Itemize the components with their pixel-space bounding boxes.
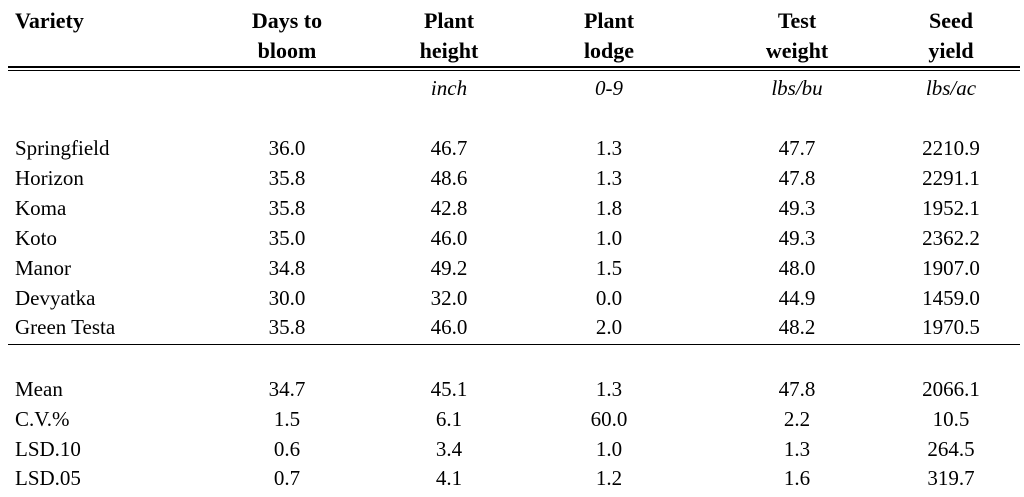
column-header-seed_yield: Seed: [929, 8, 973, 33]
column-unit-plant_lodge: 0-9: [595, 76, 623, 100]
column-unit-seed_yield: lbs/ac: [925, 76, 977, 100]
variety-row-cell-seed_yield: 1459.0: [922, 286, 980, 310]
variety-row-label: Koma: [15, 196, 67, 220]
variety-row-label: Horizon: [15, 166, 84, 190]
statistic-row-cell-plant_height: 4.1: [435, 466, 463, 490]
statistic-row-cell-test_weight: 2.2: [783, 407, 811, 431]
column-unit-plant_height: inch: [430, 76, 468, 100]
statistic-row-cell-days_to_bloom: 0.6: [273, 437, 301, 461]
variety-row-cell-test_weight: 48.2: [778, 315, 816, 339]
variety-row-cell-seed_yield: 1952.1: [922, 196, 980, 220]
statistic-row-cell-test_weight: 1.6: [783, 466, 811, 490]
variety-row-label: Springfield: [15, 136, 110, 160]
variety-row-cell-plant_lodge: 2.0: [595, 315, 623, 339]
variety-row-cell-plant_lodge: 1.0: [595, 226, 623, 250]
variety-row-label: Devyatka: [15, 286, 96, 310]
statistic-row-cell-days_to_bloom: 0.7: [273, 466, 301, 490]
statistic-row-cell-plant_lodge: 1.0: [595, 437, 623, 461]
variety-row-cell-seed_yield: 1907.0: [922, 256, 980, 280]
variety-row-label: Green Testa: [15, 315, 116, 339]
variety-row-cell-days_to_bloom: 35.8: [268, 315, 306, 339]
variety-row-cell-plant_lodge: 1.8: [595, 196, 623, 220]
statistic-row-cell-plant_height: 3.4: [435, 437, 463, 461]
variety-row-cell-test_weight: 44.9: [778, 286, 816, 310]
variety-row-cell-seed_yield: 2291.1: [922, 166, 980, 190]
variety-row-cell-plant_lodge: 0.0: [595, 286, 623, 310]
variety-row-cell-plant_height: 32.0: [430, 286, 468, 310]
variety-row-cell-test_weight: 49.3: [778, 196, 816, 220]
statistic-row-label: LSD.05: [15, 466, 81, 490]
variety-row-cell-plant_lodge: 1.5: [595, 256, 623, 280]
statistic-row-cell-seed_yield: 10.5: [932, 407, 970, 431]
variety-row-cell-days_to_bloom: 30.0: [268, 286, 306, 310]
variety-row-cell-days_to_bloom: 36.0: [268, 136, 306, 160]
variety-row-cell-plant_height: 46.0: [430, 315, 468, 339]
statistic-row-cell-seed_yield: 2066.1: [922, 377, 980, 401]
statistic-row-cell-plant_height: 6.1: [435, 407, 463, 431]
statistic-row-label: C.V.%: [15, 407, 70, 431]
variety-row-cell-seed_yield: 1970.5: [922, 315, 980, 339]
header-rule-top: [8, 66, 1020, 68]
statistic-row-cell-seed_yield: 319.7: [927, 466, 975, 490]
variety-row-cell-plant_lodge: 1.3: [595, 166, 623, 190]
variety-row-cell-seed_yield: 2362.2: [922, 226, 980, 250]
variety-row-cell-plant_lodge: 1.3: [595, 136, 623, 160]
summary-divider: [8, 344, 1020, 345]
statistic-row-label: Mean: [15, 377, 63, 401]
variety-row-cell-days_to_bloom: 35.8: [268, 196, 306, 220]
variety-row-cell-plant_height: 46.0: [430, 226, 468, 250]
variety-row-cell-plant_height: 42.8: [430, 196, 468, 220]
column-header-test_weight: Test: [777, 8, 817, 33]
column-header-variety: Variety: [15, 8, 84, 33]
header-rule-bottom: [8, 70, 1020, 71]
column-header-plant_height: Plant: [423, 8, 475, 33]
variety-row-cell-days_to_bloom: 35.8: [268, 166, 306, 190]
statistic-row-label: LSD.10: [15, 437, 81, 461]
column-unit-test_weight: lbs/bu: [771, 76, 823, 100]
variety-row-cell-plant_height: 49.2: [430, 256, 468, 280]
variety-row-cell-days_to_bloom: 34.8: [268, 256, 306, 280]
variety-row-cell-plant_height: 46.7: [430, 136, 468, 160]
column-header-plant_lodge-line2: lodge: [583, 38, 635, 63]
statistic-row-cell-days_to_bloom: 34.7: [268, 377, 306, 401]
variety-row-cell-days_to_bloom: 35.0: [268, 226, 306, 250]
statistic-row-cell-test_weight: 1.3: [783, 437, 811, 461]
statistic-row-cell-seed_yield: 264.5: [927, 437, 975, 461]
statistic-row-cell-plant_lodge: 60.0: [590, 407, 628, 431]
column-header-seed_yield-line2: yield: [928, 38, 974, 63]
statistic-row-cell-days_to_bloom: 1.5: [273, 407, 301, 431]
column-header-plant_height-line2: height: [419, 38, 479, 63]
variety-row-label: Manor: [15, 256, 71, 280]
variety-row-cell-seed_yield: 2210.9: [922, 136, 980, 160]
variety-row-label: Koto: [15, 226, 57, 250]
variety-row-cell-test_weight: 47.8: [778, 166, 816, 190]
variety-row-cell-test_weight: 48.0: [778, 256, 816, 280]
column-header-days_to_bloom: Days to: [251, 8, 323, 33]
statistic-row-cell-plant_lodge: 1.2: [595, 466, 623, 490]
variety-row-cell-plant_height: 48.6: [430, 166, 468, 190]
statistic-row-cell-test_weight: 47.8: [778, 377, 816, 401]
variety-row-cell-test_weight: 49.3: [778, 226, 816, 250]
statistic-row-cell-plant_height: 45.1: [430, 377, 468, 401]
statistic-row-cell-plant_lodge: 1.3: [595, 377, 623, 401]
column-header-days_to_bloom-line2: bloom: [257, 38, 317, 63]
column-header-plant_lodge: Plant: [583, 8, 635, 33]
variety-row-cell-test_weight: 47.7: [778, 136, 816, 160]
column-header-test_weight-line2: weight: [765, 38, 829, 63]
